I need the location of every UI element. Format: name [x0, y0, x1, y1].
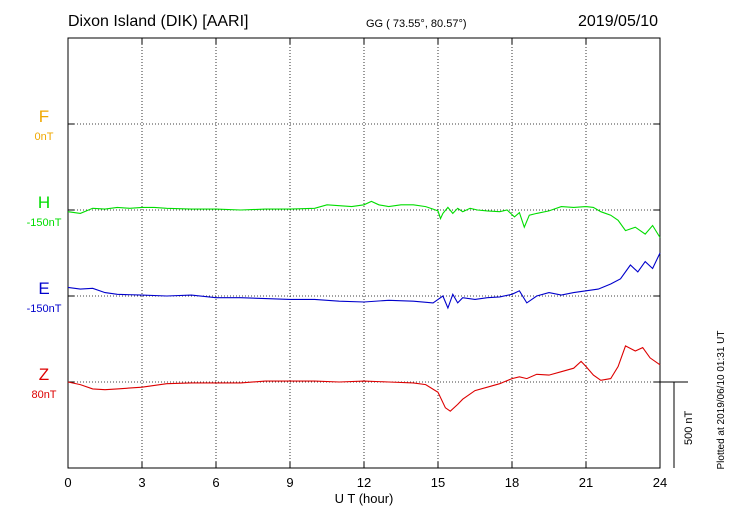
- x-tick-label: 3: [138, 475, 145, 490]
- plotted-note: Plotted at 2019/06/10 01:31 UT: [716, 331, 727, 470]
- plot-frame: [67, 37, 661, 469]
- channel-baseline-f: 0nT: [35, 131, 54, 143]
- scale-bar-label: 500 nT: [683, 410, 695, 445]
- channel-baseline-z: 80nT: [31, 389, 56, 401]
- chart-date: 2019/05/10: [578, 13, 659, 30]
- x-tick-label: 0: [64, 475, 71, 490]
- series-line-h: [67, 200, 661, 238]
- channel-labels: F 0nT H -150nT E -150nT Z 80nT: [27, 107, 62, 401]
- x-tick-label: 18: [505, 475, 519, 490]
- channel-baseline-e: -150nT: [27, 303, 62, 315]
- x-tick-label: 12: [357, 475, 371, 490]
- x-tick-label: 15: [431, 475, 445, 490]
- x-ticks: 0 3 6 9 12 15 18 21 24: [64, 37, 667, 490]
- series-line-z: [67, 345, 661, 412]
- x-tick-label: 6: [212, 475, 219, 490]
- x-tick-label: 9: [286, 475, 293, 490]
- channel-name-h: H: [38, 193, 50, 212]
- channel-name-e: E: [38, 279, 49, 298]
- x-tick-label: 24: [653, 475, 667, 490]
- series-lines: [67, 200, 661, 412]
- x-tick-label: 21: [579, 475, 593, 490]
- geographic-coordinates: GG ( 73.55°, 80.57°): [366, 18, 467, 30]
- channel-name-z: Z: [39, 365, 49, 384]
- grid: [68, 38, 660, 468]
- channel-baseline-h: -150nT: [27, 217, 62, 229]
- channel-name-f: F: [39, 107, 49, 126]
- x-axis-label: U T (hour): [335, 491, 394, 506]
- station-title: Dixon Island (DIK) [AARI]: [68, 13, 249, 30]
- series-line-e: [67, 252, 661, 310]
